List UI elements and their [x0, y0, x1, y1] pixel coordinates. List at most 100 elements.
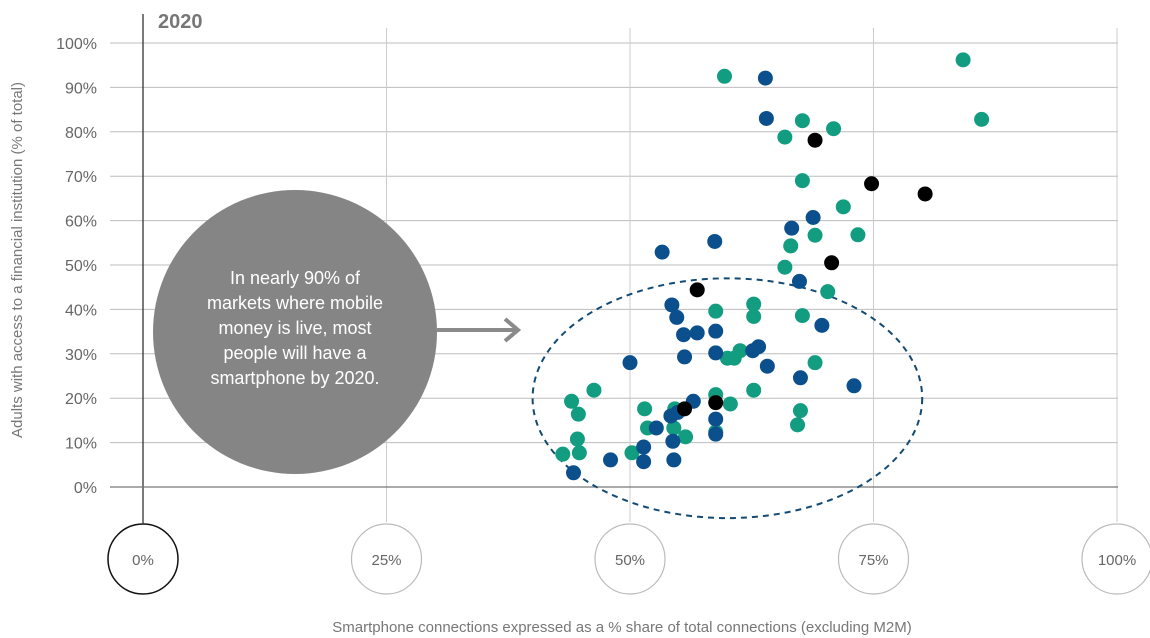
x-tick-label: 100%: [1098, 552, 1136, 569]
data-point: [746, 309, 762, 325]
data-point: [603, 452, 619, 468]
data-point: [676, 327, 692, 343]
data-point: [571, 445, 587, 461]
data-point: [759, 358, 775, 374]
data-point: [955, 52, 971, 68]
data-point: [826, 121, 842, 137]
x-tick-label: 25%: [371, 552, 401, 569]
y-tick-label: 40%: [65, 302, 97, 319]
x-tick-label: 0%: [132, 552, 154, 569]
data-point: [708, 411, 724, 427]
data-point: [677, 349, 693, 365]
data-point: [814, 317, 830, 333]
data-point: [708, 395, 724, 411]
data-point: [666, 420, 682, 436]
data-point: [570, 406, 586, 422]
data-point: [708, 345, 724, 361]
data-point: [665, 433, 681, 449]
data-point: [783, 238, 799, 254]
x-tick-ring: [1081, 523, 1150, 595]
data-point: [835, 199, 851, 215]
data-point: [790, 417, 806, 433]
data-point: [624, 445, 640, 461]
data-point: [569, 431, 585, 447]
data-point: [746, 382, 762, 398]
data-point: [622, 355, 638, 371]
data-point: [637, 401, 653, 417]
data-point: [722, 396, 738, 412]
data-point: [716, 68, 732, 84]
data-point: [689, 325, 705, 341]
data-point: [564, 393, 580, 409]
data-point: [807, 227, 823, 243]
data-point: [669, 309, 685, 325]
data-point: [666, 452, 682, 468]
x-tick-label: 75%: [858, 552, 888, 569]
data-point: [777, 129, 793, 145]
y-tick-label: 60%: [65, 214, 97, 231]
data-point: [648, 420, 664, 436]
data-point: [745, 343, 761, 359]
callout-circle: [153, 190, 437, 474]
y-tick-label: 30%: [65, 347, 97, 364]
data-point: [784, 220, 800, 236]
data-point: [805, 209, 821, 225]
x-axis-label: Smartphone connections expressed as a % …: [332, 619, 911, 636]
data-point: [678, 429, 694, 445]
y-tick-label: 20%: [65, 391, 97, 408]
data-point: [654, 244, 670, 260]
data-point: [677, 401, 693, 417]
y-tick-label: 70%: [65, 169, 97, 186]
callout-text-line: In nearly 90% of: [230, 268, 361, 288]
callout-arrow-head: [503, 317, 522, 343]
data-point: [777, 259, 793, 275]
data-point: [708, 426, 724, 442]
chart-title: 2020: [158, 11, 203, 33]
data-point: [636, 439, 652, 455]
data-point: [820, 284, 836, 300]
y-tick-label: 10%: [65, 436, 97, 453]
data-point: [636, 454, 652, 470]
y-axis-label: Adults with access to a financial instit…: [9, 82, 26, 438]
data-point: [794, 308, 810, 324]
data-point: [794, 173, 810, 189]
data-point: [791, 273, 807, 289]
callout-annotation: In nearly 90% of markets where mobile mone…: [153, 190, 522, 474]
callout-text-line: markets where mobile: [207, 293, 383, 313]
y-tick-label: 50%: [65, 258, 97, 275]
data-point: [746, 296, 762, 312]
y-tick-label: 80%: [65, 125, 97, 142]
x-tick-ring: [594, 523, 666, 595]
data-point: [664, 297, 680, 313]
data-point: [757, 70, 773, 86]
data-point: [974, 111, 990, 127]
x-tick-ring: [837, 523, 910, 595]
data-point: [566, 465, 582, 481]
highlight-ellipse: [531, 277, 924, 520]
data-point: [794, 113, 810, 129]
data-point: [792, 370, 808, 386]
callout-text-line: smartphone by 2020.: [210, 368, 379, 388]
callout-text-line: money is live, most: [218, 318, 371, 338]
data-point: [586, 382, 602, 398]
data-point: [708, 303, 724, 319]
y-tick-label: 0%: [74, 480, 97, 497]
data-point: [807, 355, 823, 371]
data-point: [917, 186, 933, 202]
data-point: [707, 233, 723, 249]
y-axis-ticks: 0% 10% 20% 30% 40% 50% 60% 70% 80% 90% 100%: [56, 36, 97, 497]
data-points: [531, 52, 990, 520]
data-point: [864, 176, 880, 192]
x-axis-rings: 0% 25% 50% 75% 100%: [107, 523, 1150, 595]
data-point: [824, 255, 840, 271]
data-point: [792, 403, 808, 419]
y-tick-label: 90%: [65, 80, 97, 97]
callout-text-line: people will have a: [223, 343, 367, 363]
y-tick-label: 100%: [56, 36, 97, 53]
x-tick-label: 50%: [615, 552, 645, 569]
data-point: [846, 378, 862, 394]
data-point: [850, 227, 866, 243]
x-tick-ring: [350, 523, 423, 595]
data-point: [807, 132, 823, 148]
